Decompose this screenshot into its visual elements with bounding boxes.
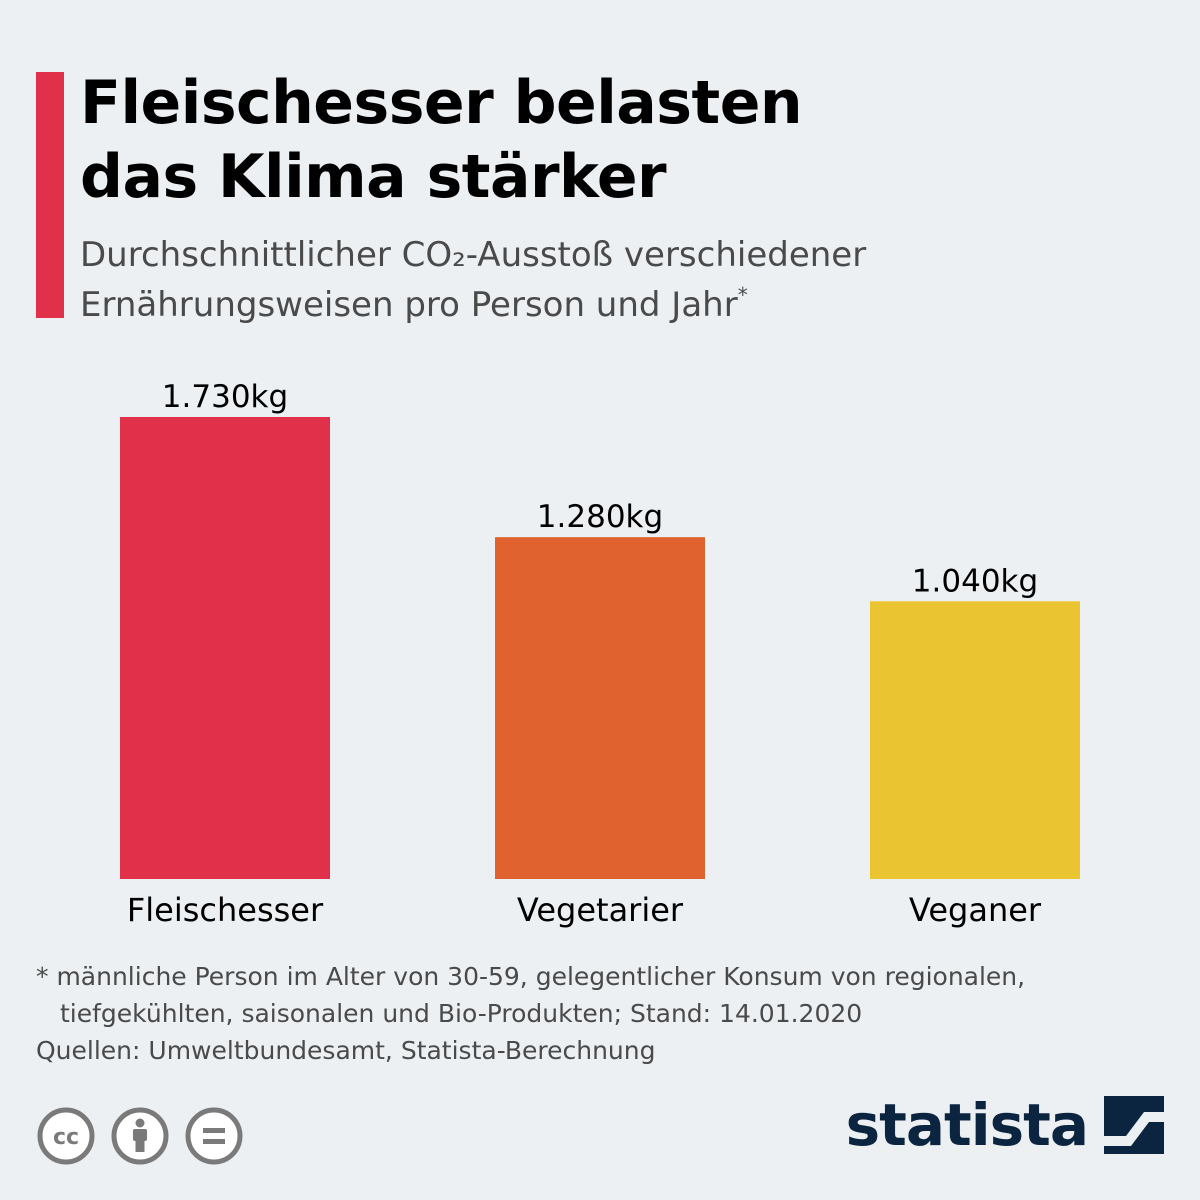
- subtitle-line-1: Durchschnittlicher CO₂-Ausstoß verschied…: [80, 235, 867, 275]
- subtitle-line-2: Ernährungsweisen pro Person und Jahr: [80, 285, 738, 325]
- category-label-vegetarier: Vegetarier: [517, 891, 684, 929]
- value-label-vegetarier: 1.280kg: [537, 499, 663, 535]
- value-label-fleischesser: 1.730kg: [162, 379, 288, 415]
- category-label-veganer: Veganer: [909, 891, 1042, 929]
- bar-vegetarier: [495, 537, 705, 879]
- statista-logo-icon: [1104, 1096, 1164, 1154]
- license-icons: cc: [36, 1106, 244, 1166]
- subtitle-line-2-wrap: Ernährungsweisen pro Person und Jahr*: [80, 280, 866, 330]
- attribution-icon[interactable]: [110, 1106, 170, 1166]
- title-accent-bar: [36, 72, 64, 318]
- statista-logo[interactable]: statista: [846, 1090, 1164, 1160]
- title-line-1: Fleischesser belasten: [80, 68, 803, 138]
- cc-icon[interactable]: cc: [36, 1106, 96, 1166]
- title-line-2: das Klima stärker: [80, 142, 667, 212]
- footnote-line-2: tiefgekühlten, saisonalen und Bio-Produk…: [60, 999, 863, 1028]
- footnote-line-1: * männliche Person im Alter von 30-59, g…: [36, 962, 1026, 991]
- bar-chart: 1.730kg Fleischesser 1.280kg Vegetarier 1.04…: [120, 379, 1080, 929]
- no-derivatives-icon[interactable]: [184, 1106, 244, 1166]
- subtitle-footnote-marker: *: [737, 283, 748, 307]
- page-title: Fleischesser belasten das Klima stärker: [80, 66, 803, 214]
- footnote: * männliche Person im Alter von 30-59, g…: [36, 958, 1166, 1069]
- bar-veganer: [870, 601, 1080, 879]
- bar-fleischesser: [120, 417, 330, 879]
- value-label-veganer: 1.040kg: [912, 563, 1038, 599]
- cc-icon-text: cc: [53, 1125, 79, 1150]
- category-label-fleischesser: Fleischesser: [127, 891, 324, 929]
- sources-line: Quellen: Umweltbundesamt, Statista-Berec…: [36, 1036, 656, 1065]
- subtitle: Durchschnittlicher CO₂-Ausstoß verschied…: [80, 230, 866, 330]
- brand-name: statista: [845, 1091, 1089, 1159]
